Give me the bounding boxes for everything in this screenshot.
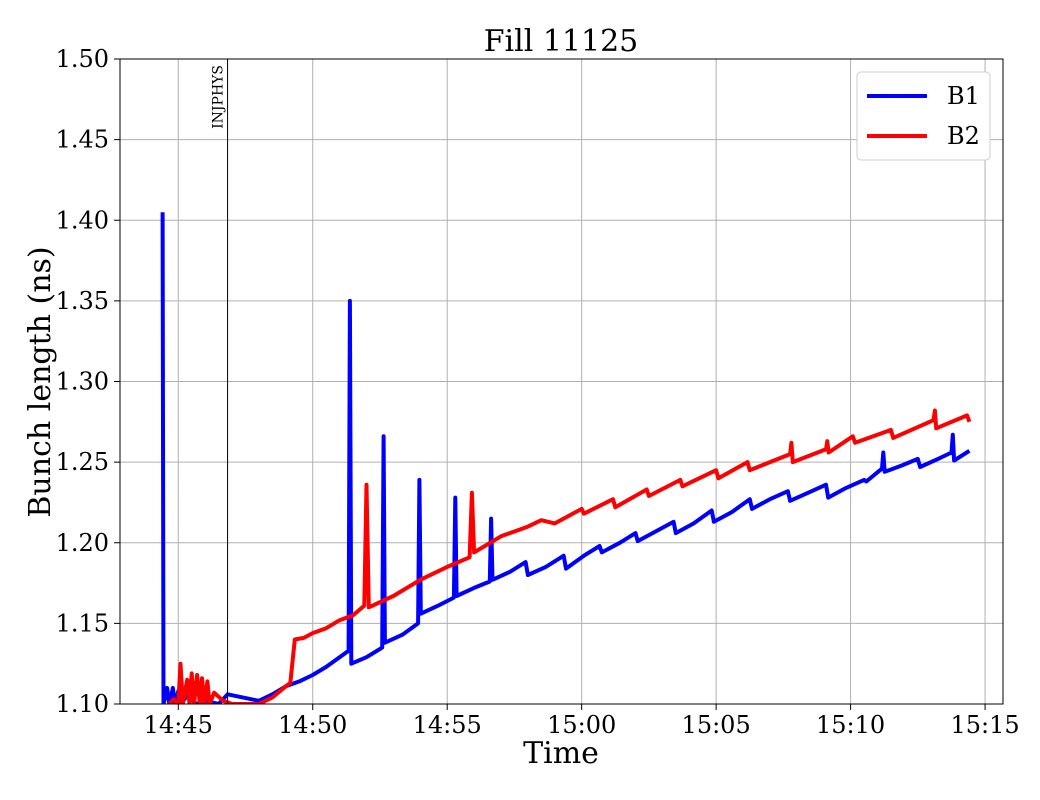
x-tick-label: 15:05 bbox=[682, 711, 751, 739]
y-tick-label: 1.40 bbox=[56, 206, 109, 234]
y-tick-label: 1.15 bbox=[56, 609, 109, 637]
tick-layer: 14:45 14:50 14:55 15:00 15:05 15:10 15:15 1.10 1… bbox=[56, 45, 1020, 739]
x-tick-label: 14:45 bbox=[144, 711, 213, 739]
injphys-marker-label: INJPHYS bbox=[211, 65, 227, 129]
y-tick-label: 1.35 bbox=[56, 287, 109, 315]
x-tick-label: 14:50 bbox=[278, 711, 347, 739]
chart-title: Fill 11125 bbox=[484, 24, 639, 59]
x-tick-label: 15:15 bbox=[950, 711, 1019, 739]
series-line-b1 bbox=[160, 212, 971, 704]
x-tick-label: 14:55 bbox=[413, 711, 482, 739]
x-tick-label: 15:10 bbox=[816, 711, 885, 739]
legend-label-b2: B2 bbox=[947, 122, 980, 150]
series-layer bbox=[160, 212, 972, 704]
legend-label-b1: B1 bbox=[947, 82, 980, 110]
y-tick-label: 1.25 bbox=[56, 448, 109, 476]
y-tick-label: 1.10 bbox=[56, 690, 109, 718]
y-axis-label: Bunch length (ns) bbox=[23, 246, 58, 517]
y-tick-label: 1.45 bbox=[56, 126, 109, 154]
marker-layer: INJPHYS bbox=[211, 59, 229, 704]
series-line-b2 bbox=[167, 408, 972, 704]
y-tick-label: 1.20 bbox=[56, 529, 109, 557]
y-tick-label: 1.50 bbox=[56, 45, 109, 73]
x-axis-label: Time bbox=[523, 736, 599, 771]
y-tick-label: 1.30 bbox=[56, 368, 109, 396]
x-tick-label: 15:00 bbox=[547, 711, 616, 739]
